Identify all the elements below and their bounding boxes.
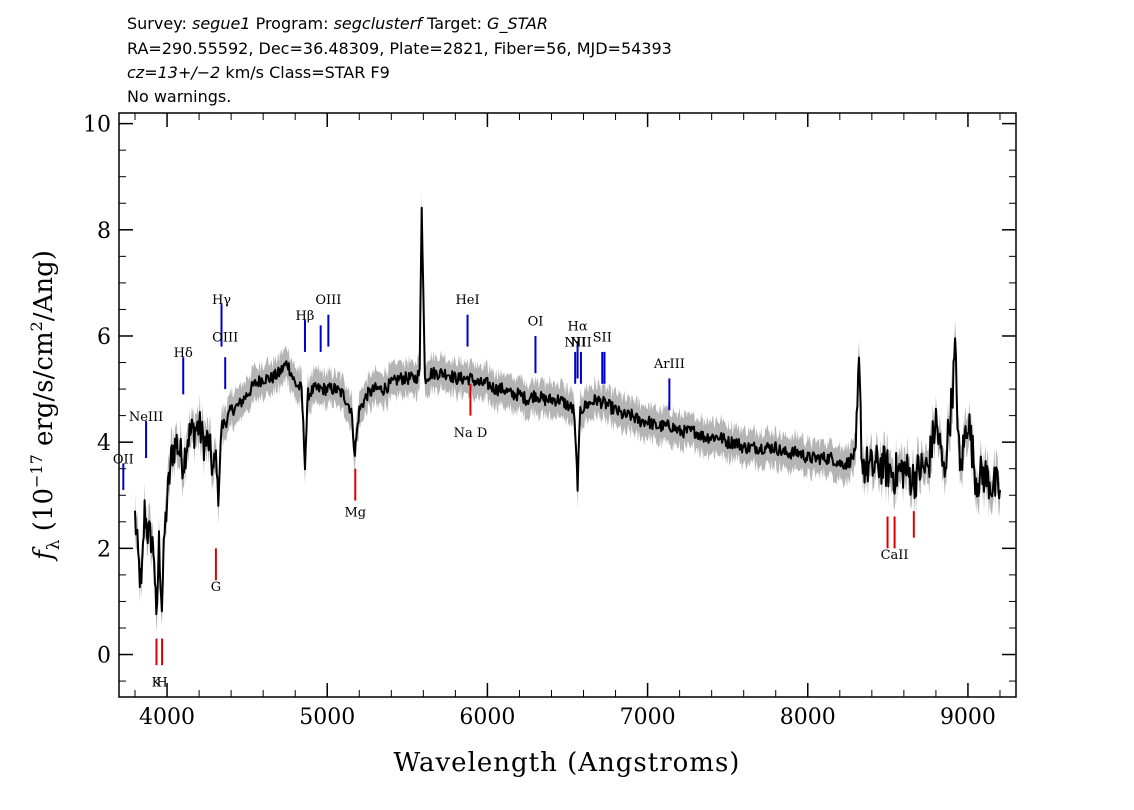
header-line-4: No warnings. [127,87,232,106]
emission-line-label: Hβ [296,309,315,324]
absorption-line-label: G [211,580,221,595]
emission-line-label: Hα [568,320,588,335]
emission-line-label: OII [113,452,134,467]
absorption-line-label: K [152,675,162,690]
x-tick-label: 9000 [940,705,996,730]
emission-line-label: ArIII [653,357,685,372]
header-line-1: Survey: segue1 Program: segclusterf Targ… [127,14,548,34]
emission-line-label: SII [593,330,612,345]
emission-line-label: NII [570,336,592,351]
absorption-line-label: CaII [881,548,909,563]
absorption-line-label: Mg [344,505,366,520]
x-tick-label: 4000 [139,705,195,730]
redshift-value: cz=13+/−2 [127,63,221,82]
emission-line-label: Hδ [174,346,193,361]
x-tick-label: 6000 [459,705,515,730]
class-value: km/s Class=STAR F9 [220,63,390,82]
flux-line [134,206,1001,616]
emission-line-label: HeI [455,293,479,308]
x-tick-label: 8000 [780,705,836,730]
y-axis-label: fλ (10−17 erg/s/cm2/Ang) [27,250,64,562]
program-value: segclusterf [333,14,422,33]
error-band [135,192,1000,634]
plot-frame [118,112,1017,698]
emission-line-label: NII [564,336,586,351]
y-tick-label: 0 [97,644,111,669]
emission-line-label: OI [528,314,544,329]
target-label: Target: [427,14,482,33]
emission-line-label: Hγ [212,293,231,308]
survey-label: Survey: [127,14,187,33]
x-tick-label: 5000 [299,705,355,730]
program-label: Program: [255,14,329,33]
absorption-line-label: Na D [454,426,488,441]
absorption-line-label: H [156,675,167,690]
emission-line-label: OIII [315,293,341,308]
y-tick-label: 4 [97,431,111,456]
survey-value: segue1 [191,14,251,33]
header-line-2: RA=290.55592, Dec=36.48309, Plate=2821, … [127,39,672,58]
x-tick-label: 7000 [620,705,676,730]
emission-line-label: OIII [212,330,238,345]
emission-line-label: NeIII [129,410,163,425]
header-line-3: cz=13+/−2 km/s Class=STAR F9 [127,63,390,83]
y-tick-label: 2 [97,537,111,562]
y-tick-label: 8 [97,219,111,244]
target-value: G_STAR [487,14,548,33]
x-axis-label: Wavelength (Angstroms) [394,748,741,778]
y-tick-label: 10 [83,113,111,138]
y-tick-label: 6 [97,325,111,350]
